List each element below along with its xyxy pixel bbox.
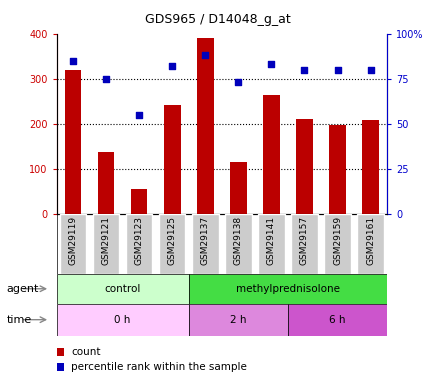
Bar bbox=[188, 304, 287, 336]
Point bbox=[201, 53, 208, 58]
Text: 6 h: 6 h bbox=[329, 315, 345, 325]
Text: GSM29121: GSM29121 bbox=[102, 216, 110, 264]
Bar bbox=[188, 274, 386, 304]
Text: GDS965 / D14048_g_at: GDS965 / D14048_g_at bbox=[144, 13, 290, 26]
FancyBboxPatch shape bbox=[60, 214, 86, 274]
Text: GSM29119: GSM29119 bbox=[69, 216, 77, 265]
Point bbox=[267, 62, 274, 68]
FancyBboxPatch shape bbox=[291, 214, 317, 274]
FancyBboxPatch shape bbox=[192, 214, 218, 274]
Text: count: count bbox=[71, 347, 100, 357]
FancyBboxPatch shape bbox=[126, 214, 152, 274]
Point bbox=[135, 112, 142, 118]
FancyBboxPatch shape bbox=[225, 214, 251, 274]
Text: percentile rank within the sample: percentile rank within the sample bbox=[71, 362, 246, 372]
Point bbox=[366, 67, 373, 73]
Text: agent: agent bbox=[7, 284, 39, 294]
Bar bbox=[263, 94, 279, 214]
Text: GSM29141: GSM29141 bbox=[266, 216, 275, 264]
Text: 0 h: 0 h bbox=[114, 315, 131, 325]
FancyBboxPatch shape bbox=[324, 214, 350, 274]
Point bbox=[168, 63, 175, 69]
Point bbox=[234, 80, 241, 86]
Text: time: time bbox=[7, 315, 32, 325]
FancyBboxPatch shape bbox=[93, 214, 119, 274]
Bar bbox=[131, 189, 147, 214]
FancyBboxPatch shape bbox=[159, 214, 185, 274]
Bar bbox=[56, 304, 188, 336]
Point bbox=[102, 76, 109, 82]
Point bbox=[69, 58, 76, 64]
Text: GSM29123: GSM29123 bbox=[135, 216, 143, 264]
Bar bbox=[230, 162, 246, 214]
Text: GSM29161: GSM29161 bbox=[365, 216, 374, 265]
Bar bbox=[56, 274, 188, 304]
FancyBboxPatch shape bbox=[357, 214, 383, 274]
Bar bbox=[296, 119, 312, 214]
Bar bbox=[197, 38, 213, 214]
Bar bbox=[287, 304, 386, 336]
Point bbox=[333, 67, 340, 73]
Text: GSM29157: GSM29157 bbox=[299, 216, 308, 265]
Bar bbox=[164, 105, 180, 214]
Text: methylprednisolone: methylprednisolone bbox=[235, 284, 339, 294]
Bar bbox=[329, 125, 345, 214]
Text: GSM29125: GSM29125 bbox=[168, 216, 176, 264]
Text: 2 h: 2 h bbox=[230, 315, 246, 325]
Text: GSM29159: GSM29159 bbox=[332, 216, 341, 265]
Text: control: control bbox=[104, 284, 141, 294]
Bar bbox=[98, 152, 114, 214]
Text: GSM29137: GSM29137 bbox=[201, 216, 209, 265]
Bar bbox=[362, 120, 378, 214]
Point bbox=[300, 67, 307, 73]
Text: GSM29138: GSM29138 bbox=[233, 216, 242, 265]
Bar bbox=[65, 70, 81, 214]
FancyBboxPatch shape bbox=[258, 214, 284, 274]
